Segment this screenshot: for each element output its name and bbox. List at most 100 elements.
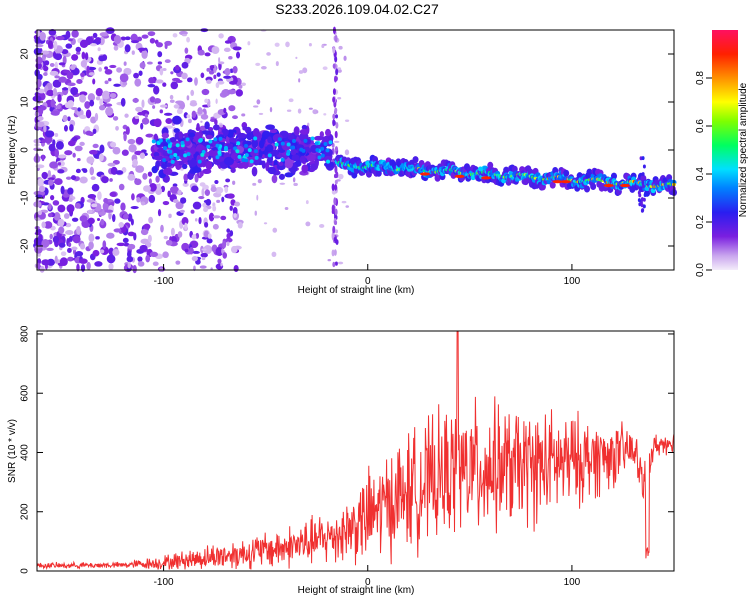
heatmap-cell [87,209,93,214]
heatmap-cell [54,75,60,79]
heatmap-cell [260,65,267,70]
heatmap-cell [103,198,109,204]
heatmap-cell [172,33,178,38]
heatmap-cell [641,172,645,177]
heatmap-cell [215,82,220,89]
colorbar-gradient [712,30,738,270]
heatmap-cell [640,208,644,213]
heatmap-cell [226,193,235,199]
heatmap-cell [191,255,198,262]
heatmap-cell [65,222,72,228]
heatmap-cell [71,136,78,142]
heatmap-cell [159,104,168,108]
heatmap-cell [284,159,294,169]
heatmap-cell [332,96,336,103]
heatmap-cell [122,213,129,220]
heatmap-cell [112,213,116,223]
heatmap-cell [155,160,161,168]
heatmap-cell [68,236,73,243]
heatmap-cell [244,153,249,158]
heatmap-cell [206,144,211,149]
heatmap-cell [71,246,78,251]
heatmap-cell [162,200,170,206]
snr-x-tick-label: 0 [365,577,371,588]
heatmap-cell [204,221,209,228]
heatmap-cell [549,181,556,189]
heatmap-cell [285,41,290,48]
heatmap-cell [104,66,108,70]
heatmap-cell [127,213,133,222]
heatmap-cell [155,175,160,183]
heatmap-cell [233,146,238,151]
heatmap-cell [284,207,289,210]
heatmap-cell [324,161,334,168]
heatmap-cell [122,81,128,86]
heatmap-cell [187,132,196,138]
heatmap-cell [151,165,158,174]
heatmap-cell [162,251,169,259]
heatmap-cell [44,60,50,66]
heatmap-cell [110,141,117,148]
heatmap-cell [44,130,54,138]
heatmap-cell [123,61,127,66]
heatmap-cell [161,132,170,139]
heatmap-cell [254,155,259,160]
heatmap-cell [267,136,272,144]
heatmap-cell [331,183,335,192]
heatmap-cell [134,178,142,186]
heatmap-cell [106,254,116,264]
heatmap-cell [175,64,180,71]
heatmap-cell [305,221,311,227]
heatmap-cell [104,80,109,85]
heatmap-cell [286,142,291,147]
heatmap-cell [210,267,213,271]
heatmap-cell [141,99,145,108]
heatmap-cell [272,227,278,233]
heatmap-cell [54,178,63,185]
heatmap-cell [306,154,316,162]
heatmap-cell [134,115,139,119]
heatmap-cell [200,152,205,157]
heatmap-cell [97,191,102,201]
colorbar-tick-label: 0.8 [695,71,706,85]
heatmap-cell [298,70,304,74]
heatmap-cell [638,193,642,198]
heatmap-cell [99,105,106,111]
heatmap-cell [148,194,156,204]
heatmap-cell [317,155,322,160]
heatmap-cell [99,249,105,254]
heatmap-cell [292,177,296,183]
heatmap-cell [79,176,88,184]
heatmap-cell [208,139,213,144]
heatmap-cell [225,178,231,183]
heatmap-cell [168,149,173,154]
heatmap-cell [584,185,591,193]
heatmap-cell [54,52,63,61]
heatmap-cell [201,248,207,251]
heatmap-cell [171,115,182,125]
heatmap-cell [238,84,243,89]
heatmap-cell [36,121,45,128]
heatmap-cell [161,163,168,170]
heatmap-cell [79,141,85,147]
heatmap-cell [197,107,203,115]
heatmap-cell [62,114,68,122]
heatmap-cell [179,209,185,213]
heatmap-cell [237,132,247,139]
heatmap-cell [337,69,342,73]
heatmap-cell [295,56,298,60]
heatmap-cell [197,159,202,164]
heatmap-cell [341,200,347,204]
heatmap-cell [92,78,96,85]
heatmap-y-tick-label: -10 [20,190,31,205]
heatmap-cell [115,125,119,131]
colorbar: 0.0 0.2 0.4 0.6 0.8 Normalized spectral ampl… [695,30,749,277]
heatmap-cell [127,231,135,237]
heatmap-cell [246,132,253,141]
heatmap-cell [200,72,205,79]
heatmap-cell [131,50,135,55]
heatmap-cell [620,183,630,188]
heatmap-cell [87,66,97,71]
heatmap-cell [135,165,145,173]
heatmap-cell [104,69,113,75]
